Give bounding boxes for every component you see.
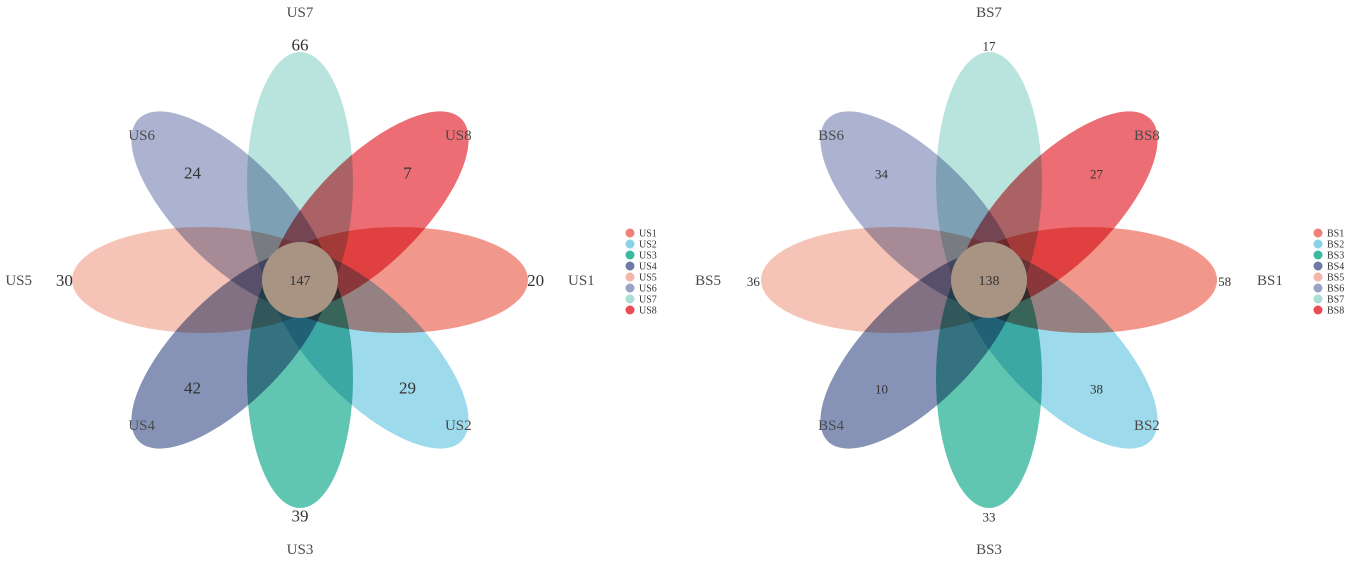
core-circle bbox=[262, 242, 338, 318]
legend-label-us5: US5 bbox=[639, 273, 657, 284]
legend-label-bs4: BS4 bbox=[1327, 262, 1344, 273]
petal-label-bs3: BS3 bbox=[976, 542, 1002, 558]
petal-label-bs2: BS2 bbox=[1134, 418, 1160, 434]
petal-value-us8: 7 bbox=[403, 164, 412, 183]
legend-swatch-bs7 bbox=[1313, 294, 1323, 304]
legend-swatch-bs2 bbox=[1313, 239, 1323, 249]
petal-value-us5: 30 bbox=[56, 271, 73, 290]
petal-label-bs8: BS8 bbox=[1134, 128, 1160, 144]
petal-label-us8: US8 bbox=[445, 128, 472, 144]
legend-label-us3: US3 bbox=[639, 251, 657, 262]
petal-value-us4: 42 bbox=[184, 378, 201, 397]
legend-swatch-bs5 bbox=[1313, 272, 1323, 282]
legend-swatch-us6 bbox=[625, 283, 635, 293]
petal-label-us1: US1 bbox=[568, 273, 595, 289]
petal-label-bs6: BS6 bbox=[818, 128, 844, 144]
legend-swatch-bs1 bbox=[1313, 228, 1323, 238]
legend-swatch-bs8 bbox=[1313, 305, 1323, 315]
petal-label-us4: US4 bbox=[128, 418, 155, 434]
petal-value-bs6: 34 bbox=[875, 167, 889, 182]
legend-swatch-bs4 bbox=[1313, 261, 1323, 271]
legend-label-us8: US8 bbox=[639, 306, 657, 317]
legend-label-bs1: BS1 bbox=[1327, 229, 1344, 240]
legend-label-us1: US1 bbox=[639, 229, 657, 240]
legend-swatch-us8 bbox=[625, 305, 635, 315]
petal-value-bs8: 27 bbox=[1090, 167, 1104, 182]
legend-swatch-bs6 bbox=[1313, 283, 1323, 293]
petal-value-bs3: 33 bbox=[983, 510, 996, 525]
petal-value-bs7: 17 bbox=[983, 38, 997, 53]
flower-diagram-us: 147 20 US1 29 US2 39 US3 42 US4 30 US5 24 US6 66 US7 7 U… bbox=[5, 5, 594, 558]
petal-label-us2: US2 bbox=[445, 418, 472, 434]
petal-value-us3: 39 bbox=[292, 507, 309, 526]
petal-value-bs5: 36 bbox=[747, 274, 761, 289]
flower-diagram-bs: 138 58 BS1 38 BS2 33 BS3 10 BS4 36 BS5 34 BS6 17 BS7 27… bbox=[695, 5, 1283, 558]
petal-label-us7: US7 bbox=[287, 5, 314, 21]
petal-value-bs4: 10 bbox=[875, 381, 888, 396]
legend-swatch-us3 bbox=[625, 250, 635, 260]
petal-label-us5: US5 bbox=[5, 273, 32, 289]
legend-label-bs5: BS5 bbox=[1327, 273, 1344, 284]
legend-swatch-us5 bbox=[625, 272, 635, 282]
petal-value-us6: 24 bbox=[184, 164, 202, 183]
petal-label-bs5: BS5 bbox=[695, 273, 721, 289]
core-value: 138 bbox=[979, 274, 1000, 289]
core-circle bbox=[951, 242, 1027, 318]
legend-label-us7: US7 bbox=[639, 295, 657, 306]
legend-label-us6: US6 bbox=[639, 284, 657, 295]
legend-label-bs8: BS8 bbox=[1327, 306, 1344, 317]
petal-label-bs7: BS7 bbox=[976, 5, 1002, 21]
legend-swatch-us4 bbox=[625, 261, 635, 271]
petal-label-us6: US6 bbox=[128, 128, 155, 144]
legend-label-bs6: BS6 bbox=[1327, 284, 1344, 295]
legend-label-us2: US2 bbox=[639, 240, 657, 251]
legend-label-bs7: BS7 bbox=[1327, 295, 1344, 306]
core-value: 147 bbox=[290, 274, 311, 289]
legend-label-bs3: BS3 bbox=[1327, 251, 1344, 262]
legend-swatch-us2 bbox=[625, 239, 635, 249]
legend-label-us4: US4 bbox=[639, 262, 657, 273]
petal-value-us2: 29 bbox=[399, 378, 416, 397]
petal-value-us7: 66 bbox=[292, 35, 309, 54]
petal-value-bs1: 58 bbox=[1218, 274, 1231, 289]
legend-swatch-us1 bbox=[625, 228, 635, 238]
petal-label-bs4: BS4 bbox=[818, 418, 844, 434]
legend-swatch-bs3 bbox=[1313, 250, 1323, 260]
petal-label-bs1: BS1 bbox=[1257, 273, 1283, 289]
petal-value-us1: 20 bbox=[527, 271, 544, 290]
petal-label-us3: US3 bbox=[287, 542, 314, 558]
legend-label-bs2: BS2 bbox=[1327, 240, 1344, 251]
petal-value-bs2: 38 bbox=[1090, 381, 1103, 396]
legend-swatch-us7 bbox=[625, 294, 635, 304]
